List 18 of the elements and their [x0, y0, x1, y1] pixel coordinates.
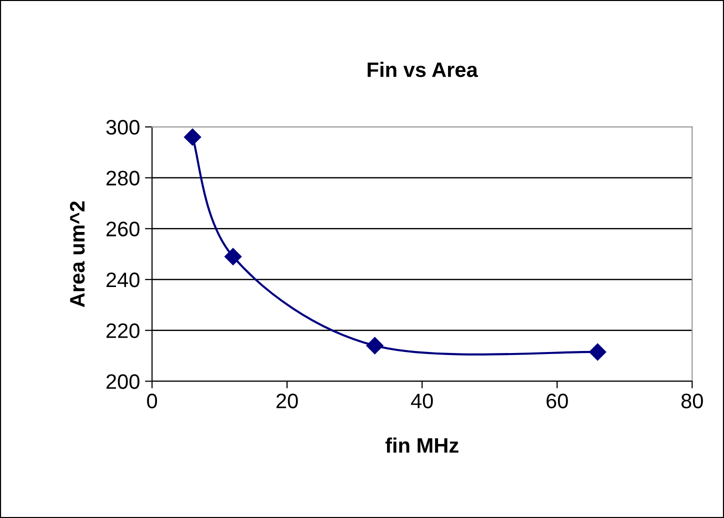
y-axis-title: Area um^2 — [70, 201, 85, 308]
y-tick-label: 220 — [106, 323, 140, 338]
point — [589, 343, 606, 361]
y-tick-label: 240 — [106, 272, 140, 288]
x-tick-label: 80 — [681, 394, 703, 408]
point — [224, 248, 242, 266]
x-axis-title: fin MHz — [385, 437, 458, 453]
y-tick-label: 280 — [106, 170, 140, 186]
x-tick-label: 0 — [147, 394, 158, 408]
point — [184, 128, 202, 146]
point — [366, 337, 384, 354]
y-tick-label: 300 — [106, 120, 140, 135]
y-tick-label: 200 — [106, 374, 140, 389]
chart-title: Fin vs Area — [368, 62, 478, 78]
x-tick-label: 20 — [276, 394, 298, 408]
x-tick-label: 60 — [546, 394, 568, 408]
y-tick-label: 260 — [106, 222, 140, 236]
x-tick-label: 40 — [410, 394, 433, 408]
